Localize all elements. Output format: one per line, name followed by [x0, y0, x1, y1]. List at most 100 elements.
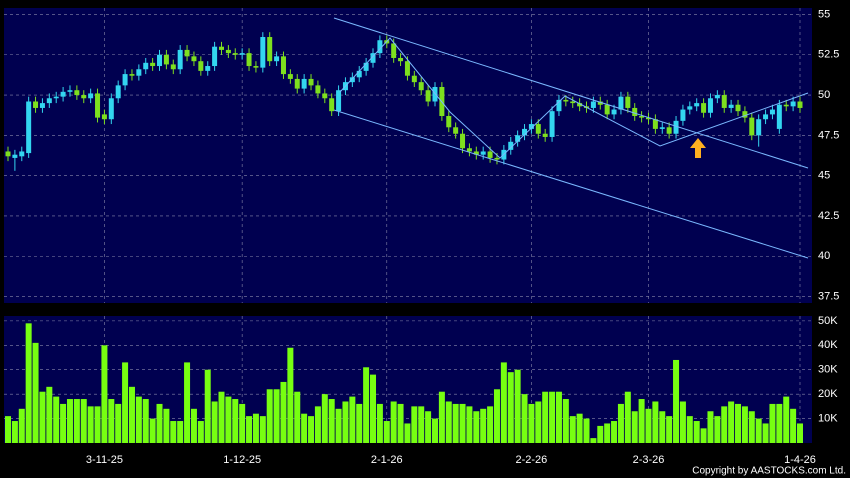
volume-bar: [659, 411, 666, 443]
volume-bar: [741, 406, 748, 443]
y2-tick-label: 40K: [818, 339, 838, 351]
volume-bar: [156, 403, 163, 443]
volume-bar: [184, 362, 191, 443]
volume-bar: [438, 391, 445, 443]
volume-bar: [115, 403, 122, 443]
candle-body: [108, 98, 114, 120]
copyright: Copyright by AASTOCKS.com Ltd.: [692, 466, 846, 477]
volume-bar: [645, 408, 652, 443]
y-tick-label: 50: [818, 89, 830, 101]
volume-bar: [25, 323, 32, 443]
candle-body: [618, 96, 624, 110]
volume-bar: [287, 347, 294, 443]
candle-body: [239, 53, 245, 55]
volume-bar: [225, 396, 232, 443]
volume-bar: [177, 421, 184, 443]
volume-bar: [714, 416, 721, 443]
candle-body: [721, 95, 727, 108]
volume-bar: [776, 403, 783, 443]
volume-bar: [418, 406, 425, 443]
volume-bar: [383, 421, 390, 443]
candle-body: [659, 127, 665, 129]
volume-bar: [390, 401, 397, 443]
candle-body: [645, 117, 651, 120]
volume-bar: [445, 401, 452, 443]
volume-bar: [314, 406, 321, 443]
volume-bar: [555, 391, 562, 443]
volume-bar: [266, 389, 273, 443]
volume-bar: [376, 403, 383, 443]
volume-bar: [60, 403, 67, 443]
volume-bar: [135, 396, 142, 443]
candle-body: [101, 114, 107, 120]
x-tick-label: 2-3-26: [633, 454, 665, 466]
volume-bar: [308, 416, 315, 443]
price-panel: [4, 8, 812, 303]
volume-bar: [259, 416, 266, 443]
volume-bar: [542, 391, 549, 443]
volume-bar: [769, 403, 776, 443]
candle-body: [473, 151, 479, 155]
candle-body: [232, 53, 238, 55]
volume-bar: [342, 401, 349, 443]
candle-body: [494, 157, 500, 160]
candle-body: [528, 124, 534, 129]
volume-bar: [590, 438, 597, 443]
y-tick-label: 52.5: [818, 49, 839, 61]
candle-body: [604, 104, 610, 115]
candle-body: [53, 96, 59, 99]
volume-bar: [493, 389, 500, 443]
candle-body: [336, 90, 342, 112]
candle-body: [267, 37, 273, 62]
candle-body: [707, 98, 713, 113]
y2-tick-label: 20K: [818, 388, 838, 400]
candle-body: [570, 101, 576, 104]
candle-body: [349, 77, 355, 83]
candle-body: [797, 101, 803, 108]
candle-body: [163, 54, 169, 65]
candle-body: [466, 148, 472, 152]
x-tick-label: 3-11-25: [86, 454, 123, 466]
volume-bar: [549, 391, 556, 443]
volume-bar: [748, 411, 755, 443]
candle-body: [274, 56, 280, 62]
candle-body: [542, 133, 548, 137]
volume-bar: [611, 421, 618, 443]
volume-bar: [693, 421, 700, 443]
candle-body: [453, 127, 459, 134]
candle-body: [67, 90, 73, 92]
candle-body: [294, 78, 300, 89]
candle-body: [198, 61, 204, 71]
candle-body: [714, 95, 720, 99]
volume-bar: [762, 423, 769, 443]
volume-bar: [638, 399, 645, 443]
candle-body: [398, 57, 404, 62]
volume-bar: [728, 401, 735, 443]
candle-body: [776, 104, 782, 129]
candle-body: [687, 106, 693, 110]
volume-bar: [514, 369, 521, 443]
candle-body: [115, 85, 121, 99]
volume-bar: [700, 428, 707, 443]
candle-body: [639, 116, 645, 118]
candle-body: [33, 101, 39, 108]
volume-bar: [790, 408, 797, 443]
volume-bar: [666, 416, 673, 443]
volume-bar: [321, 394, 328, 443]
volume-bar: [149, 418, 156, 443]
candle-body: [150, 62, 156, 67]
x-tick-label: 1-4-26: [784, 454, 816, 466]
volume-bar: [597, 425, 604, 443]
volume-bar: [707, 411, 714, 443]
volume-bar: [280, 381, 287, 443]
volume-bar: [721, 406, 728, 443]
candle-body: [46, 98, 52, 104]
candle-body: [652, 119, 658, 129]
volume-bar: [652, 401, 659, 443]
volume-bar: [404, 423, 411, 443]
volume-bar: [487, 406, 494, 443]
volume-bar: [569, 416, 576, 443]
volume-bar: [39, 391, 46, 443]
